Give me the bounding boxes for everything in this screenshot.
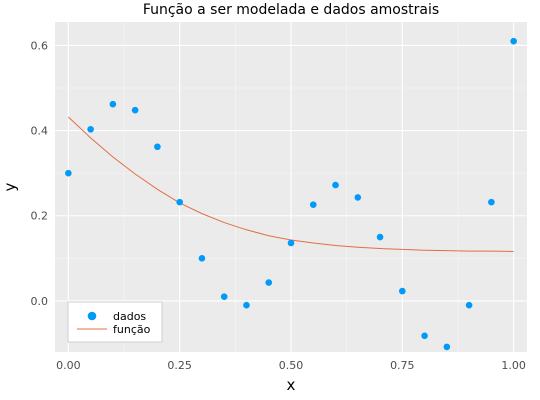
data-point [354,194,362,201]
data-point [220,293,228,300]
data-point [376,233,384,241]
data-point [109,100,117,108]
data-point [131,106,139,114]
x-tick-label: 0.50 [279,359,304,372]
grid [55,22,527,352]
y-tick-label: 0.0 [31,295,49,308]
data-point [421,332,428,340]
data-point [198,255,206,262]
data-point [243,301,250,309]
data-point [465,301,473,309]
x-tick-label: 0.00 [56,359,81,372]
data-point [287,239,295,247]
data-point [176,198,183,206]
data-point [87,126,94,133]
series-points-layer [65,37,517,351]
y-tick-label: 0.2 [31,210,49,223]
y-tick-label: 0.6 [31,39,49,52]
y-axis-title: y [1,182,19,191]
x-tick-label: 1.00 [501,359,526,372]
data-point [399,287,406,295]
data-point [65,169,72,177]
y-tick-labels: 0.0 0.2 0.4 0.6 [31,39,49,307]
data-point [332,181,339,189]
x-tick-label: 0.25 [167,359,192,372]
data-point [443,343,451,351]
chart-title: Função a ser modelada e dados amostrais [143,2,439,18]
legend: dados função [67,301,163,343]
data-point [265,279,273,286]
x-tick-label: 0.75 [390,359,415,372]
x-tick-labels: 0.00 0.25 0.50 0.75 1.00 [56,359,526,372]
x-axis-title: x [287,376,296,394]
data-point [154,143,161,151]
legend-marker-dados [87,311,97,321]
data-point [488,198,495,206]
data-point [309,201,317,208]
legend-label-dados: dados [113,310,146,323]
data-point [510,37,517,45]
legend-label-funcao: função [113,323,151,336]
y-tick-label: 0.4 [31,125,49,138]
legend-box [67,301,163,343]
